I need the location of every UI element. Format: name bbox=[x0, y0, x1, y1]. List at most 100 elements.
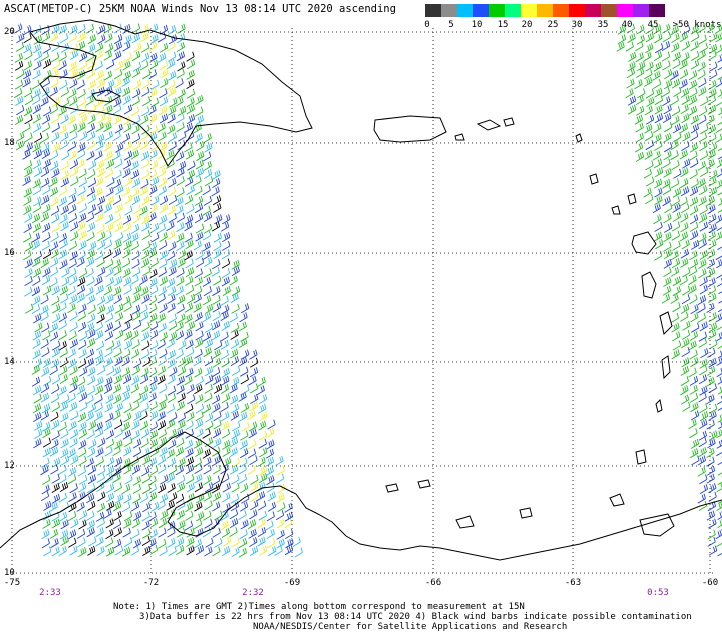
wind-barb bbox=[78, 51, 88, 62]
wind-barb bbox=[168, 194, 178, 205]
wind-barb bbox=[212, 195, 222, 206]
wind-barb bbox=[87, 79, 96, 90]
colorbar-segment bbox=[505, 4, 521, 17]
wind-barb bbox=[186, 293, 196, 304]
wind-barb bbox=[14, 60, 24, 71]
wind-barb bbox=[717, 142, 722, 152]
wind-barb bbox=[77, 376, 86, 387]
wind-barb bbox=[250, 481, 259, 492]
wind-barb bbox=[79, 131, 88, 142]
wind-barb bbox=[158, 538, 167, 549]
wind-barb bbox=[717, 349, 722, 359]
colorbar-segment bbox=[457, 4, 473, 17]
wind-barb bbox=[86, 337, 96, 348]
wind-barb bbox=[32, 178, 41, 189]
wind-barb bbox=[258, 510, 267, 521]
wind-barb bbox=[689, 349, 698, 360]
wind-barb bbox=[42, 106, 52, 117]
wind-barb bbox=[68, 61, 77, 72]
wind-barb bbox=[23, 187, 32, 198]
colorbar-segment bbox=[441, 4, 457, 17]
wind-barb bbox=[231, 457, 241, 468]
wind-barb bbox=[159, 24, 169, 35]
wind-barb bbox=[105, 186, 114, 197]
lon-label-60: -60 bbox=[701, 578, 719, 588]
wind-barb bbox=[23, 222, 32, 233]
wind-barb bbox=[94, 205, 103, 216]
wind-barb bbox=[123, 176, 133, 187]
wind-barb bbox=[661, 293, 671, 304]
wind-barb bbox=[139, 140, 148, 151]
wind-barb bbox=[77, 321, 87, 332]
wind-barb bbox=[105, 465, 115, 476]
wind-barb bbox=[184, 194, 194, 205]
wind-barb bbox=[680, 365, 690, 376]
wind-barb bbox=[186, 97, 195, 108]
wind-barb bbox=[51, 303, 61, 314]
wind-barb bbox=[204, 518, 213, 529]
wind-barb bbox=[68, 502, 77, 513]
wind-barb bbox=[184, 176, 194, 187]
wind-barb bbox=[699, 411, 709, 422]
wind-barb bbox=[257, 376, 266, 387]
wind-barb bbox=[131, 339, 140, 350]
wind-barb bbox=[59, 285, 68, 296]
wind-barb bbox=[140, 402, 149, 413]
wind-barb bbox=[177, 520, 186, 531]
wind-barb bbox=[185, 149, 195, 160]
wind-barb bbox=[220, 520, 229, 531]
wind-barb bbox=[213, 232, 223, 243]
wind-barb bbox=[23, 106, 33, 117]
wind-barb bbox=[24, 50, 33, 61]
wind-barb bbox=[247, 409, 256, 420]
wind-barb bbox=[177, 160, 187, 171]
wind-barb bbox=[671, 230, 680, 241]
wind-barb bbox=[59, 79, 68, 90]
wind-barb bbox=[60, 42, 70, 53]
wind-barb bbox=[177, 61, 186, 72]
wind-barb bbox=[141, 520, 150, 531]
wind-barb bbox=[708, 213, 717, 224]
wind-barb bbox=[168, 212, 177, 223]
wind-barb bbox=[112, 104, 122, 115]
wind-barb bbox=[131, 177, 141, 188]
wind-barb bbox=[86, 447, 96, 458]
wind-barb bbox=[32, 43, 42, 54]
colorbar-segment bbox=[633, 4, 649, 17]
wind-barb bbox=[157, 52, 167, 63]
wind-barb bbox=[663, 104, 672, 115]
wind-barb bbox=[231, 286, 241, 297]
wind-barb bbox=[15, 41, 25, 52]
wind-barb bbox=[150, 340, 159, 351]
wind-barb bbox=[113, 482, 122, 493]
wind-barb bbox=[176, 400, 185, 411]
wind-barb bbox=[130, 348, 140, 359]
wind-barb bbox=[142, 484, 151, 495]
wind-barb bbox=[717, 456, 722, 466]
wind-barb bbox=[717, 303, 722, 313]
wind-barb bbox=[139, 410, 148, 421]
wind-barb bbox=[140, 437, 149, 448]
wind-barb bbox=[195, 223, 205, 234]
wind-barb bbox=[681, 113, 690, 124]
wind-barb bbox=[636, 34, 645, 45]
wind-barb bbox=[635, 95, 644, 106]
wind-barb bbox=[87, 328, 96, 339]
wind-barb bbox=[690, 410, 700, 421]
wind-barb bbox=[105, 195, 115, 206]
wind-barb bbox=[168, 546, 177, 557]
wind-barb bbox=[148, 383, 158, 394]
wind-barb bbox=[157, 483, 167, 494]
wind-barb bbox=[682, 401, 691, 412]
wind-barb bbox=[106, 365, 115, 376]
wind-barb bbox=[258, 420, 267, 431]
wind-barb bbox=[69, 221, 79, 232]
wind-barb bbox=[114, 232, 124, 243]
wind-barb bbox=[708, 79, 717, 90]
wind-barb bbox=[159, 258, 168, 269]
wind-barb bbox=[77, 23, 86, 34]
wind-barb bbox=[131, 267, 141, 278]
wind-barb bbox=[160, 78, 169, 89]
wind-barb bbox=[176, 474, 186, 485]
wind-barb bbox=[140, 178, 149, 189]
